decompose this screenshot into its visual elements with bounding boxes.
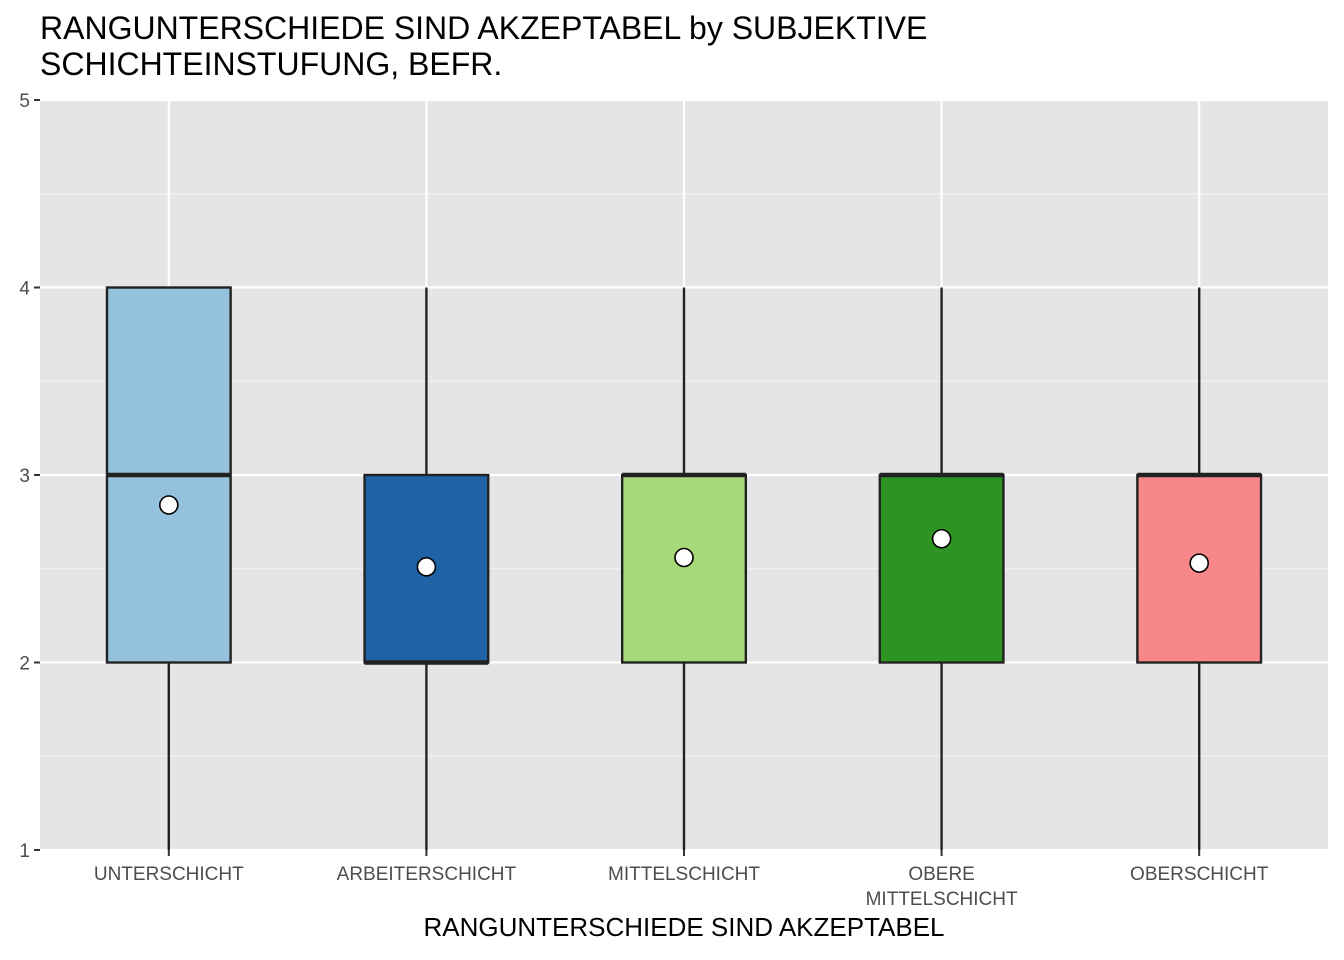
x-tick-label: UNTERSCHICHT <box>94 864 244 885</box>
mean-point <box>416 557 437 577</box>
chart-title: RANGUNTERSCHIEDE SIND AKZEPTABEL by SUBJ… <box>40 10 1320 82</box>
box-iqr <box>620 473 748 664</box>
x-tick-label: OBERE MITTELSCHICHT <box>866 864 1018 910</box>
x-tick-label-line: MITTELSCHICHT <box>866 889 1018 910</box>
x-axis-label: RANGUNTERSCHIEDE SIND AKZEPTABEL <box>423 912 945 942</box>
box-group <box>105 286 232 850</box>
x-tick-label: OBERSCHICHT <box>1130 864 1269 885</box>
box-group <box>878 287 1005 850</box>
box-group <box>620 287 748 850</box>
box-group <box>1136 287 1263 850</box>
x-tick-label-line: OBERSCHICHT <box>1130 864 1269 885</box>
x-tick-label-line: OBERE <box>908 864 975 885</box>
x-tick-label-line: ARBEITERSCHICHT <box>337 864 517 885</box>
x-tick-label: MITTELSCHICHT <box>608 864 760 885</box>
y-tick-label: 4 <box>19 279 30 300</box>
mean-point <box>931 528 952 549</box>
x-tick-label: ARBEITERSCHICHT <box>337 864 517 885</box>
x-tick-label-line: MITTELSCHICHT <box>608 864 760 885</box>
box-iqr <box>878 473 1005 664</box>
box-group <box>363 287 490 850</box>
x-tick-label-line: UNTERSCHICHT <box>94 864 244 885</box>
y-tick-label: 5 <box>19 91 30 112</box>
y-tick-label: 2 <box>19 654 30 675</box>
mean-point <box>1189 553 1209 573</box>
mean-point <box>674 547 694 568</box>
y-tick-label: 3 <box>19 466 30 487</box>
y-tick-label: 1 <box>19 841 30 862</box>
chart-title-line-1: RANGUNTERSCHIEDE SIND AKZEPTABEL by SUBJ… <box>40 10 928 46</box>
mean-point <box>159 495 179 515</box>
chart-title-line-2: SCHICHTEINSTUFUNG, BEFR. <box>40 46 503 82</box>
